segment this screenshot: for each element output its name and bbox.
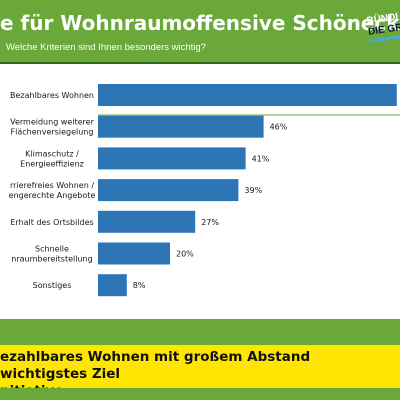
category-label-line: Vermeidung weiterer [10,118,94,127]
category-label-line: rrierefreies Wohnen / [10,181,94,190]
category-label: Klimaschutz / Energieeffizienz [20,149,84,168]
bar [98,84,397,106]
bar [98,210,196,233]
slide-subtitle: Welche Kriterien sind Ihnen besonders wi… [6,42,206,53]
footer-green-strip [0,388,400,400]
bar [98,274,127,297]
conclusion-line-1: ezahlbares Wohnen mit großem Abstand wic… [0,349,311,382]
bar [98,147,246,170]
category-label: Sonstiges [33,281,72,290]
category-label-line: Flächenversiegelung [11,128,94,137]
category-label: Bezahlbares Wohnen [10,91,94,100]
bar-value-label: 27% [201,218,219,227]
category-label-line: Erhalt des Ortsbildes [10,218,93,227]
category-label-line: nraumbereitstellung [11,255,92,264]
category-label-line: Klimaschutz / [25,149,79,158]
bar [98,115,264,138]
category-label: rrierefreies Wohnen / engerechte Angebote [9,181,96,200]
header-divider [0,62,400,64]
category-label: Erhalt des Ortsbildes [10,218,93,227]
bar-value-label: 46% [270,123,288,132]
category-label-line: Energieeffizienz [20,159,84,168]
bar-value-label: 41% [252,154,270,163]
bar-value-label: 20% [176,250,194,259]
category-label-line: Bezahlbares Wohnen [10,91,94,100]
bar [98,242,170,265]
category-label: Schnelle nraumbereitstellung [11,245,92,264]
category-label-line: Schnelle [35,245,69,254]
slide-title: e für Wohnraumoffensive Schöneck [0,11,400,35]
party-logo: BÜNDI DIE GR [366,10,400,43]
footer-green-band [0,319,400,345]
header-bar: e für Wohnraumoffensive Schöneck Welche … [0,0,400,62]
bar-value-label: 8% [133,281,146,290]
bar [98,179,239,202]
bar-value-label: 39% [244,186,262,195]
category-label-line: Sonstiges [33,281,72,290]
category-label-line: engerechte Angebote [9,191,96,200]
category-label: Vermeidung weiterer Flächenversiegelung [10,118,94,137]
conclusion-box: ezahlbares Wohnen mit großem Abstand wic… [0,345,400,399]
